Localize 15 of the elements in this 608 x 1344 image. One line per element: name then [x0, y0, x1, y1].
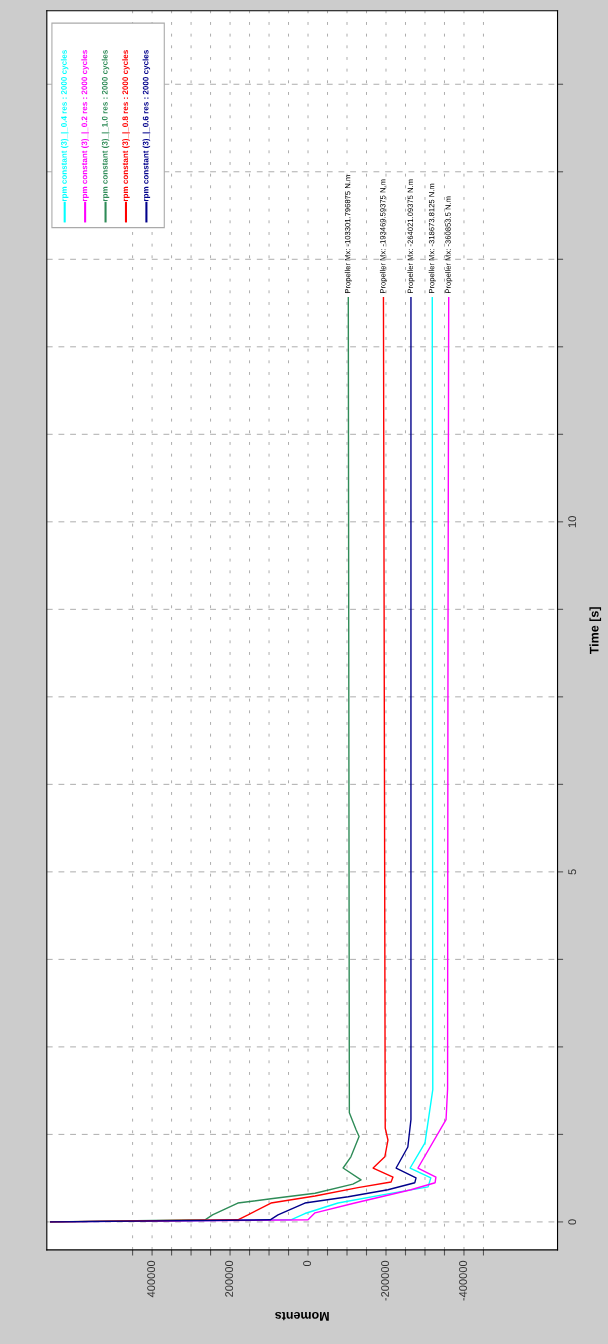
text: rpm constant (3)_|_0.6 res : 2000 cycles	[142, 50, 151, 202]
text: rpm constant (3)_|_1.0 res : 2000 cycles	[101, 50, 110, 202]
text: rpm constant (3)_|_0.8 res : 2000 cycles	[122, 50, 130, 202]
y-axis-title: Time [s]	[589, 607, 602, 655]
x-axis-title: Moments	[275, 1311, 329, 1321]
x-tick-label: -400000	[459, 1260, 467, 1301]
text: rpm constant (3)_|_0.4 res : 2000 cycles	[60, 50, 69, 202]
y-tick-label: 5	[568, 869, 577, 875]
x-tick-label: 400000	[147, 1260, 156, 1298]
y-tick-label: 0	[568, 1219, 577, 1225]
x-tick-label: 200000	[225, 1260, 234, 1297]
x-tick-label: -200000	[381, 1260, 389, 1301]
x-tick-label: 0	[303, 1260, 312, 1267]
text: rpm constant (3)_|_0.2 res : 2000 cycles	[81, 50, 89, 202]
y-tick-label: 10	[568, 516, 577, 528]
